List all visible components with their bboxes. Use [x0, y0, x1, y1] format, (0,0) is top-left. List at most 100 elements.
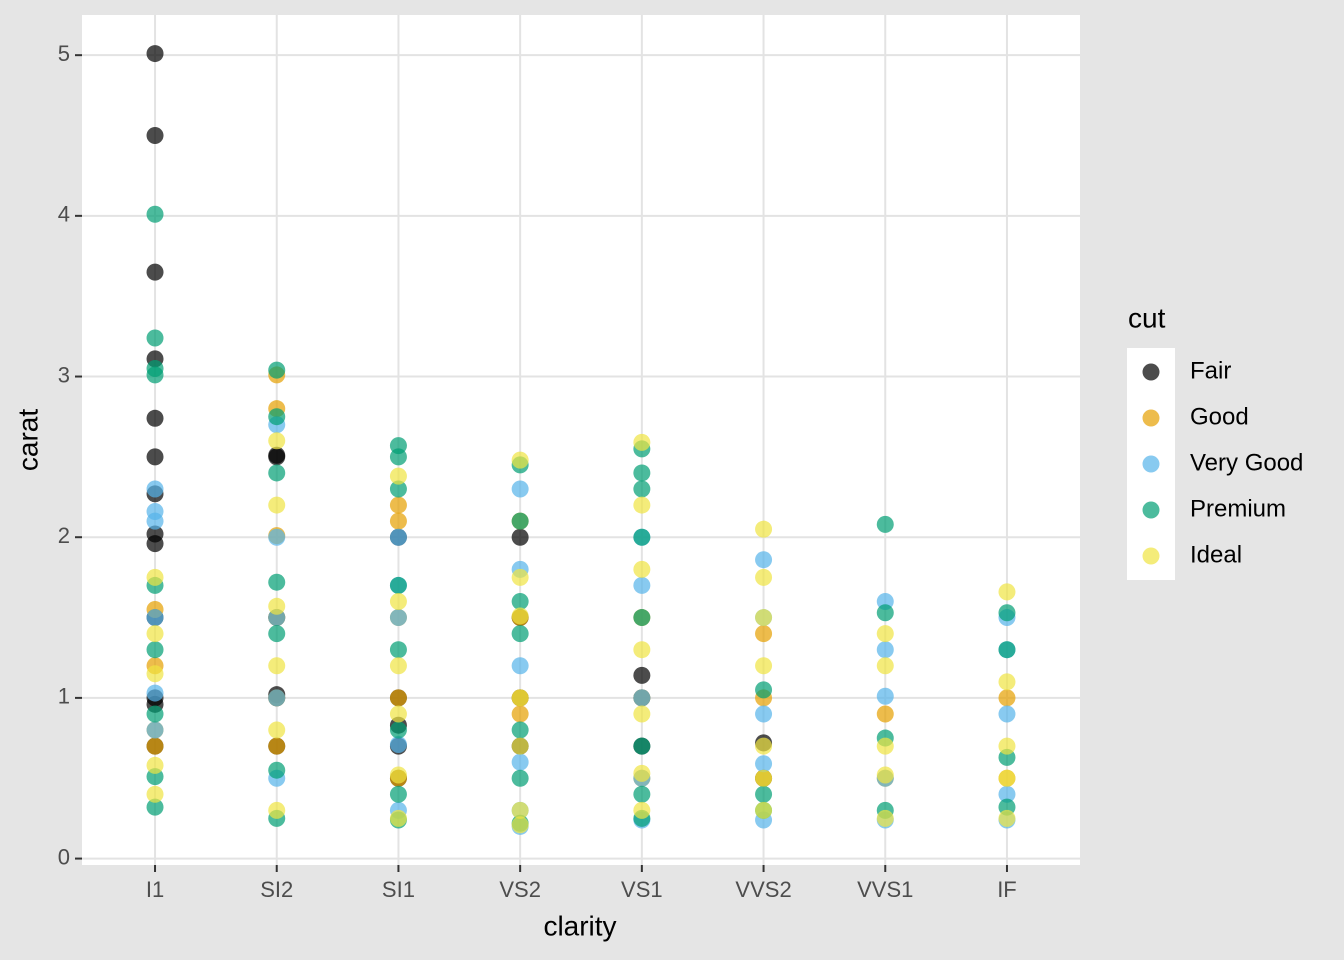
point	[511, 801, 529, 819]
point	[876, 625, 894, 643]
point	[146, 609, 164, 627]
point	[268, 689, 286, 707]
point	[633, 785, 651, 803]
point	[633, 764, 651, 782]
y-tick-label: 2	[58, 523, 70, 548]
point	[146, 798, 164, 816]
point	[389, 528, 407, 546]
point	[511, 753, 529, 771]
panel	[82, 15, 1080, 865]
point	[876, 737, 894, 755]
point	[389, 641, 407, 659]
legend-label: Good	[1190, 403, 1249, 430]
y-tick-label: 3	[58, 362, 70, 387]
point	[389, 448, 407, 466]
point	[268, 361, 286, 379]
legend-key	[1142, 455, 1160, 473]
x-tick-label: VVS1	[857, 877, 913, 902]
point	[146, 721, 164, 739]
point	[511, 451, 529, 469]
y-tick-label: 4	[58, 202, 70, 227]
point	[998, 641, 1016, 659]
point	[633, 464, 651, 482]
point	[389, 609, 407, 627]
point	[268, 625, 286, 643]
point	[146, 625, 164, 643]
point	[511, 512, 529, 530]
point	[511, 607, 529, 625]
point	[146, 785, 164, 803]
point	[511, 592, 529, 610]
point	[633, 496, 651, 514]
point	[268, 432, 286, 450]
legend-label: Premium	[1190, 495, 1286, 522]
point	[146, 641, 164, 659]
point	[755, 625, 773, 643]
point	[146, 263, 164, 281]
point	[268, 721, 286, 739]
point	[146, 127, 164, 145]
point	[755, 568, 773, 586]
point	[633, 480, 651, 498]
point	[998, 785, 1016, 803]
legend-key	[1142, 547, 1160, 565]
point	[389, 480, 407, 498]
legend: Fair Good Very Good Premium Ideal	[1142, 357, 1303, 568]
point	[755, 755, 773, 773]
point	[389, 735, 407, 753]
point	[146, 480, 164, 498]
point	[876, 657, 894, 675]
point	[268, 573, 286, 591]
x-tick-label: I1	[146, 877, 164, 902]
point	[998, 689, 1016, 707]
point	[146, 568, 164, 586]
point	[755, 657, 773, 675]
point	[389, 785, 407, 803]
axes: 0 1 2 3 4 5 I1 SI2 SI1 VS2 VS1 VVS2 VVS1 IF	[58, 41, 1017, 902]
point	[876, 705, 894, 723]
point	[633, 576, 651, 594]
point	[998, 705, 1016, 723]
point	[511, 705, 529, 723]
point	[511, 769, 529, 787]
point	[998, 737, 1016, 755]
point	[268, 528, 286, 546]
point	[268, 761, 286, 779]
point	[998, 583, 1016, 601]
point	[146, 45, 164, 63]
point	[633, 737, 651, 755]
point	[389, 705, 407, 723]
point	[389, 592, 407, 610]
point	[511, 721, 529, 739]
point	[268, 448, 286, 466]
point	[755, 551, 773, 569]
point	[389, 657, 407, 675]
point	[998, 604, 1016, 622]
x-tick-label: VS1	[621, 877, 663, 902]
point	[146, 705, 164, 723]
point	[511, 568, 529, 586]
point	[755, 801, 773, 819]
x-tick-label: VS2	[499, 877, 541, 902]
point	[389, 689, 407, 707]
point	[998, 769, 1016, 787]
point	[876, 766, 894, 784]
point	[268, 408, 286, 426]
point	[146, 409, 164, 427]
point	[633, 666, 651, 684]
point	[146, 366, 164, 384]
legend-label: Fair	[1190, 357, 1231, 384]
point	[146, 329, 164, 347]
point	[633, 801, 651, 819]
point	[268, 597, 286, 615]
point	[389, 467, 407, 485]
y-tick-label: 1	[58, 684, 70, 709]
point	[146, 535, 164, 553]
x-tick-label: SI2	[260, 877, 293, 902]
y-tick-label: 0	[58, 844, 70, 869]
point	[268, 496, 286, 514]
point	[146, 756, 164, 774]
point	[876, 809, 894, 827]
point	[389, 576, 407, 594]
point	[755, 769, 773, 787]
